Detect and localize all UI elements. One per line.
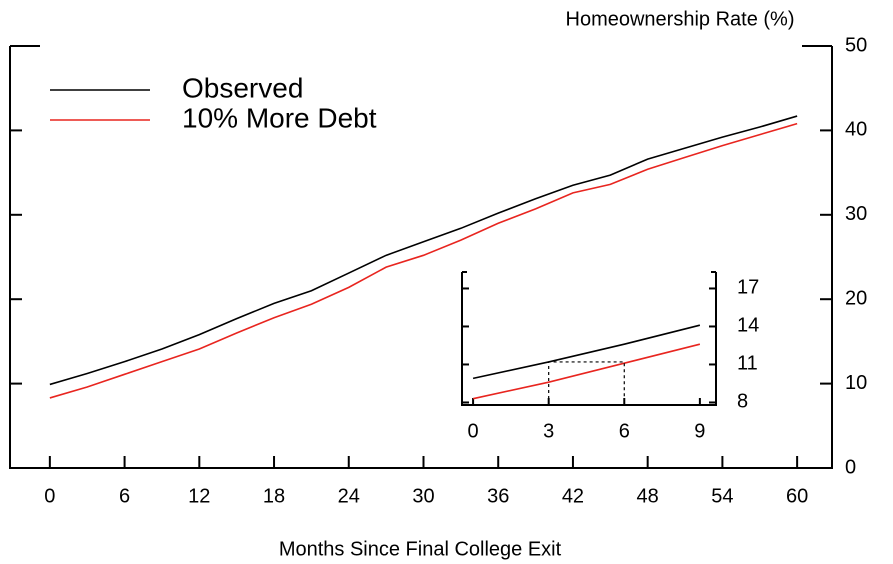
x-tick-label: 6	[619, 420, 630, 442]
y-tick-label: 14	[737, 315, 759, 337]
x-tick-label: 30	[412, 485, 434, 507]
series-line	[49, 122, 798, 399]
x-tick-label: 42	[562, 485, 584, 507]
y-tick-label: 10	[845, 372, 867, 394]
y-tick-label: 50	[845, 34, 867, 56]
y-tick-label: 0	[845, 456, 856, 478]
series-line	[472, 343, 701, 400]
legend-label: 10% More Debt	[182, 102, 377, 133]
y-tick-label: 17	[737, 277, 759, 299]
x-tick-label: 36	[487, 485, 509, 507]
legend-label: Observed	[182, 72, 303, 103]
x-axis-label: Months Since Final College Exit	[279, 538, 562, 560]
y-tick-label: 11	[737, 353, 758, 375]
x-tick-label: 12	[188, 485, 210, 507]
x-tick-label: 0	[468, 420, 479, 442]
x-tick-label: 60	[786, 485, 808, 507]
x-tick-label: 18	[263, 485, 285, 507]
x-tick-label: 0	[44, 485, 55, 507]
x-tick-label: 48	[637, 485, 659, 507]
y-tick-label: 40	[845, 119, 867, 141]
axis-frame	[461, 272, 717, 406]
y-tick-label: 30	[845, 203, 867, 225]
x-tick-label: 24	[338, 485, 360, 507]
axis-frame	[9, 46, 833, 469]
y-tick-label: 20	[845, 287, 867, 309]
y-axis-label: Homeownership Rate (%)	[566, 8, 795, 30]
series-line	[49, 115, 798, 386]
x-tick-label: 3	[543, 420, 554, 442]
x-tick-label: 6	[119, 485, 130, 507]
y-tick-label: 8	[737, 391, 748, 413]
guide-line	[548, 361, 625, 405]
x-tick-label: 9	[694, 420, 705, 442]
series-line	[472, 324, 701, 380]
x-tick-label: 54	[711, 485, 733, 507]
